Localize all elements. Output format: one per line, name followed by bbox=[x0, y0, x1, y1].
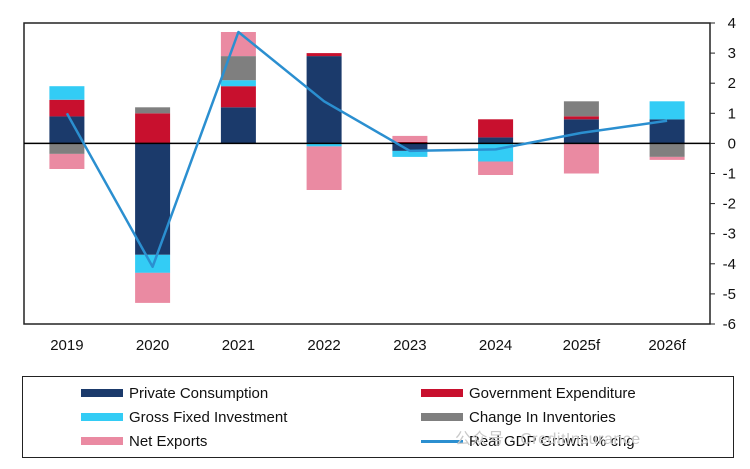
legend-swatch bbox=[81, 437, 123, 445]
bar-segment bbox=[392, 150, 428, 157]
plot-area-frame bbox=[23, 22, 711, 325]
bar-segment bbox=[649, 156, 685, 160]
bar-segment bbox=[49, 116, 85, 144]
legend-label: Private Consumption bbox=[129, 384, 269, 402]
bar-segment bbox=[135, 113, 171, 144]
bar-segment bbox=[135, 143, 171, 255]
x-tick-label: 2025f bbox=[563, 337, 601, 354]
legend-swatch bbox=[81, 389, 123, 397]
bar-segment bbox=[135, 272, 171, 303]
bar-segment bbox=[306, 143, 342, 147]
legend-swatch bbox=[421, 389, 463, 397]
bar-segment bbox=[49, 99, 85, 117]
legend-line-swatch bbox=[421, 439, 463, 443]
bar-segment bbox=[220, 80, 256, 87]
gdp-growth-line bbox=[65, 30, 668, 269]
bar-segment bbox=[306, 146, 342, 190]
bar-segment bbox=[563, 116, 599, 120]
bar-segment bbox=[478, 119, 514, 138]
legend-item-government-expenditure: Government Expenditure bbox=[421, 382, 636, 404]
legend-swatch bbox=[421, 413, 463, 421]
bar-segment bbox=[49, 153, 85, 169]
bar-segment bbox=[478, 137, 514, 144]
legend: Private Consumption Government Expenditu… bbox=[22, 376, 734, 458]
bar-segment bbox=[649, 143, 685, 157]
bar-segment bbox=[135, 107, 171, 114]
bar-segment bbox=[220, 32, 256, 57]
y-tick-label: 2 bbox=[728, 75, 736, 92]
legend-item-private-consumption: Private Consumption bbox=[81, 382, 268, 404]
x-tick-label: 2019 bbox=[50, 337, 83, 354]
y-tick-label: 0 bbox=[728, 135, 736, 152]
y-tick-label: -2 bbox=[723, 196, 736, 213]
x-tick-label: 2020 bbox=[136, 337, 169, 354]
bar-segment bbox=[49, 143, 85, 154]
x-tick-label: 2023 bbox=[393, 337, 426, 354]
bar-segment bbox=[563, 143, 599, 174]
legend-label: Gross Fixed Investment bbox=[129, 408, 288, 426]
y-tick-label: 3 bbox=[728, 45, 736, 62]
legend-swatch bbox=[81, 413, 123, 421]
legend-item-real-gdp-growth: Real GDP Growth % chg bbox=[421, 430, 635, 452]
x-tick-label: 2022 bbox=[307, 337, 340, 354]
y-tick-label: 1 bbox=[728, 105, 736, 122]
bar-segment bbox=[392, 135, 428, 142]
watermark: 公众号 · CreditInsurance bbox=[455, 431, 641, 448]
y-tick-label: -3 bbox=[723, 226, 736, 243]
bar-segment bbox=[220, 56, 256, 81]
legend-item-net-exports: Net Exports bbox=[81, 430, 207, 452]
legend-label: Net Exports bbox=[129, 432, 208, 450]
legend-item-gross-fixed-investment: Gross Fixed Investment bbox=[81, 406, 287, 428]
x-tick-label: 2024 bbox=[479, 337, 512, 354]
y-tick-label: -5 bbox=[723, 286, 736, 303]
bar-segment bbox=[392, 143, 428, 151]
x-tick-label: 2021 bbox=[222, 337, 255, 354]
legend-label: Change In Inventories bbox=[469, 408, 616, 426]
legend-label: Real GDP Growth % chg bbox=[469, 432, 635, 450]
x-tick-label: 2026f bbox=[648, 337, 686, 354]
y-axis: 4 3 2 1 0 -1 -2 -3 -4 -5 -6 bbox=[710, 15, 736, 333]
bar-segment bbox=[220, 107, 256, 144]
bar-segment bbox=[563, 101, 599, 117]
legend-item-change-in-inventories: Change In Inventories bbox=[421, 406, 616, 428]
bar-segment bbox=[306, 53, 342, 57]
legend-label: Government Expenditure bbox=[469, 384, 636, 402]
y-tick-label: -4 bbox=[723, 256, 736, 273]
y-tick-label: -1 bbox=[723, 166, 736, 183]
x-axis: 2019 2020 2021 2022 2023 2024 2025f 2026f bbox=[50, 337, 686, 354]
y-tick-label: -6 bbox=[723, 316, 736, 333]
bar-segment bbox=[49, 86, 85, 100]
bar-segment bbox=[649, 101, 685, 120]
bar-segment bbox=[220, 86, 256, 108]
bar-segment bbox=[478, 161, 514, 175]
y-tick-label: 4 bbox=[728, 15, 736, 32]
